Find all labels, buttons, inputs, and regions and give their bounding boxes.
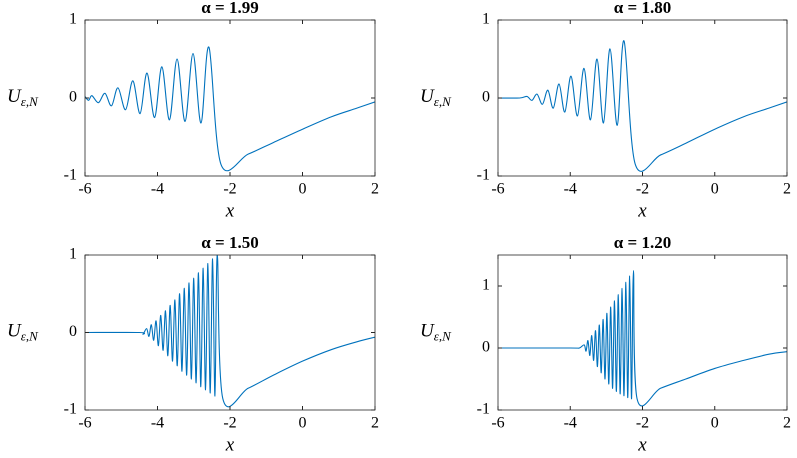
y-axis-label: Uε,N: [7, 86, 39, 109]
y-tick-label: 0: [482, 339, 490, 356]
x-tick-label: -6: [491, 181, 504, 198]
axes-box: [497, 19, 788, 177]
x-tick-label: -4: [564, 415, 577, 432]
x-tick-label: 0: [299, 415, 307, 432]
data-line: [85, 46, 375, 172]
x-tick-label: -2: [636, 415, 649, 432]
x-tick-label: -4: [151, 181, 164, 198]
x-tick-label: -4: [564, 181, 577, 198]
x-axis-label: x: [637, 200, 647, 221]
y-tick-label: -1: [64, 401, 77, 418]
y-axis-label-main: U: [7, 86, 22, 107]
axes-box: [497, 254, 788, 411]
y-axis-label-main: U: [7, 321, 22, 342]
data-line: [498, 40, 787, 172]
y-tick-label: 1: [69, 246, 77, 263]
y-axis-label-sub: ε,N: [21, 94, 39, 109]
x-tick-label: 2: [783, 415, 791, 432]
y-tick-label: -1: [477, 401, 490, 418]
x-tick-label: -2: [223, 415, 236, 432]
x-tick-label: -6: [78, 415, 91, 432]
y-tick-label: 0: [69, 89, 77, 106]
x-axis-label: x: [225, 434, 235, 455]
subplot: -6 -4 -2 0 2 -1 0 1 α = 1.99 x Uε,N: [7, 0, 379, 221]
y-tick-label: -1: [64, 167, 77, 184]
y-tick-label: 1: [69, 11, 77, 28]
subplot: -6 -4 -2 0 2 -1 0 1 α = 1.80 x Uε,N: [420, 0, 791, 221]
x-axis-label: x: [637, 434, 647, 455]
chart-title: α = 1.50: [201, 233, 258, 252]
y-tick-label: 0: [69, 323, 77, 340]
y-axis-label-sub: ε,N: [21, 328, 39, 343]
y-tick-label: 1: [482, 11, 490, 28]
data-line: [85, 255, 375, 408]
y-axis-label: Uε,N: [420, 86, 452, 109]
chart-title: α = 1.80: [614, 0, 671, 17]
x-tick-label: -2: [223, 181, 236, 198]
y-axis-label-sub: ε,N: [434, 328, 452, 343]
x-tick-label: -6: [491, 415, 504, 432]
y-axis-label: Uε,N: [420, 321, 452, 344]
y-tick-label: 1: [482, 277, 490, 294]
x-tick-label: 0: [711, 415, 719, 432]
y-axis-label: Uε,N: [7, 321, 39, 344]
y-axis-label-sub: ε,N: [434, 94, 452, 109]
x-tick-label: 0: [711, 181, 719, 198]
x-tick-label: -4: [151, 415, 164, 432]
data-line: [498, 269, 787, 407]
chart-title: α = 1.20: [614, 233, 671, 252]
chart-title: α = 1.99: [201, 0, 258, 17]
x-tick-label: 2: [371, 181, 379, 198]
x-tick-label: 0: [299, 181, 307, 198]
y-tick-label: 0: [482, 89, 490, 106]
x-tick-label: 2: [371, 415, 379, 432]
x-tick-label: 2: [783, 181, 791, 198]
subplot: -6 -4 -2 0 2 -1 0 1 α = 1.50 x Uε,N: [7, 233, 379, 455]
y-tick-label: -1: [477, 167, 490, 184]
x-axis-label: x: [225, 200, 235, 221]
x-tick-label: -2: [636, 181, 649, 198]
y-axis-label-main: U: [420, 321, 435, 342]
x-tick-label: -6: [78, 181, 91, 198]
subplot: -6 -4 -2 0 2 -1 0 1 α = 1.20 x Uε,N: [420, 233, 791, 455]
y-axis-label-main: U: [420, 86, 435, 107]
